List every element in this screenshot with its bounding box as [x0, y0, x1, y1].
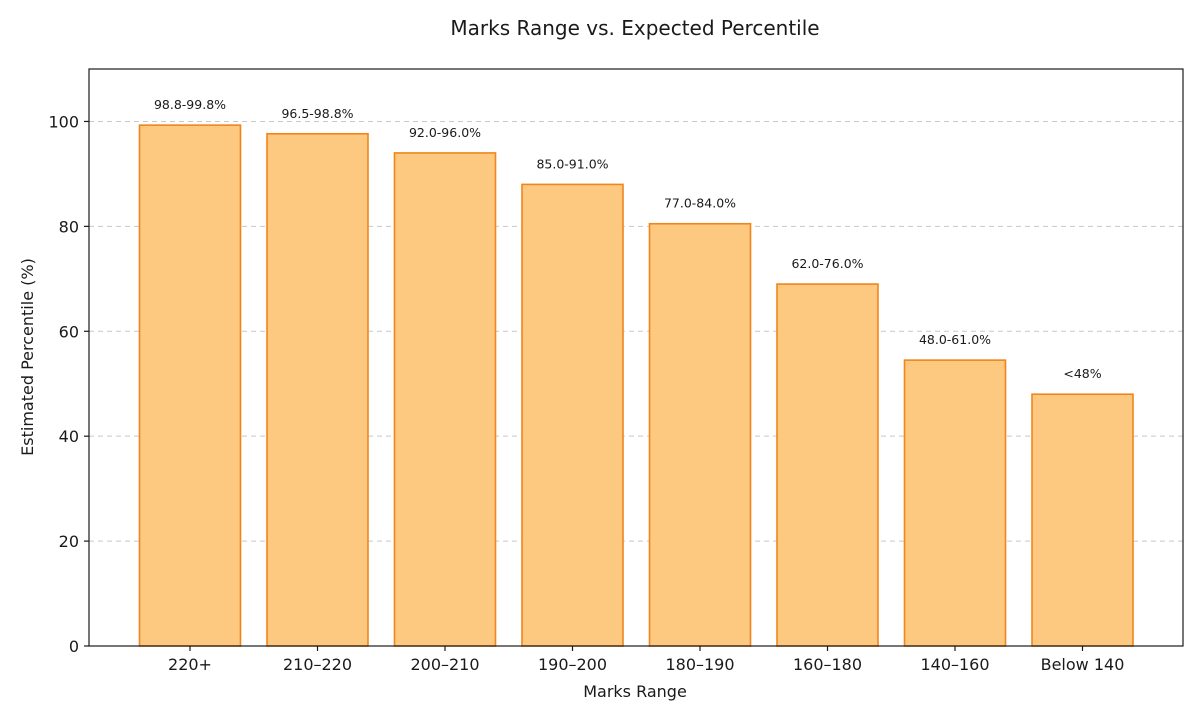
bar	[1031, 393, 1134, 647]
bar	[138, 124, 242, 647]
plot-frame	[88, 68, 1184, 647]
x-tick-label: 190–200	[538, 655, 607, 674]
chart-title: Marks Range vs. Expected Percentile	[450, 16, 819, 40]
x-tick-label: 210–220	[283, 655, 352, 674]
bars	[138, 124, 1134, 647]
x-tick-label: 160–180	[793, 655, 862, 674]
bar-data-label: 77.0-84.0%	[664, 196, 736, 211]
bar	[266, 132, 369, 647]
x-axis-label: Marks Range	[583, 682, 687, 701]
bar	[903, 359, 1007, 647]
y-axis-ticks: 0 20 40 60 80 100	[48, 112, 89, 656]
x-tick-label: 180–190	[665, 655, 734, 674]
y-tick-label: 80	[59, 217, 79, 236]
y-tick-label: 60	[59, 322, 79, 341]
data-labels: 98.8-99.8% 96.5-98.8% 92.0-96.0% 85.0-91.0%…	[154, 97, 1102, 381]
bar	[393, 152, 497, 647]
y-tick-label: 100	[48, 112, 79, 131]
bar	[776, 283, 879, 647]
bar-data-label: 85.0-91.0%	[536, 156, 608, 171]
bar-data-label: 96.5-98.8%	[281, 106, 353, 121]
x-tick-label: Below 140	[1041, 655, 1125, 674]
bar-data-label: 92.0-96.0%	[409, 125, 481, 140]
bar-data-label: 48.0-61.0%	[919, 332, 991, 347]
x-tick-label: 220+	[168, 655, 212, 674]
y-tick-label: 20	[59, 532, 79, 551]
bar-data-label: 62.0-76.0%	[791, 256, 863, 271]
x-tick-label: 140–160	[920, 655, 989, 674]
grid-lines	[89, 120, 1183, 542]
y-tick-label: 40	[59, 427, 79, 446]
bar	[648, 222, 752, 647]
y-axis-label: Estimated Percentile (%)	[18, 258, 37, 456]
bar-data-label: 98.8-99.8%	[154, 97, 226, 112]
x-axis-ticks: 220+ 210–220 200–210 190–200 180–190 160–180 1…	[168, 646, 1124, 674]
x-tick-label: 200–210	[410, 655, 479, 674]
y-tick-label: 0	[69, 637, 79, 656]
bar	[521, 183, 624, 647]
bar-data-label: <48%	[1063, 366, 1101, 381]
